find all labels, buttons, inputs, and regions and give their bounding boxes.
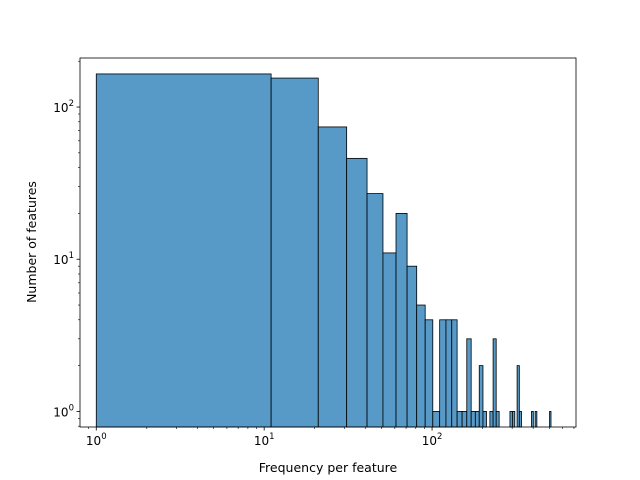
histogram-bar: [461, 411, 468, 428]
tick-label: 101: [254, 432, 275, 448]
histogram-bar: [518, 411, 522, 428]
y-axis-ticks: 100 101 102: [53, 60, 80, 427]
histogram-bar: [95, 73, 272, 428]
histogram-bar: [346, 157, 368, 428]
histogram-bars: [95, 73, 552, 428]
tick-label: 100: [53, 403, 74, 419]
histogram-bar: [395, 213, 408, 428]
histogram-bar: [439, 319, 447, 428]
histogram-bar: [445, 319, 453, 428]
histogram-bar: [512, 411, 516, 428]
histogram-bar: [366, 193, 384, 428]
tick-label: 100: [86, 432, 107, 448]
x-axis-label: Frequency per feature: [259, 460, 398, 475]
histogram-bar: [451, 319, 458, 428]
histogram-bar: [478, 365, 484, 428]
y-axis-label: Number of features: [24, 181, 39, 303]
histogram-bar: [470, 411, 476, 428]
histogram-bar: [456, 411, 463, 428]
histogram-bar: [416, 304, 426, 428]
histogram-bar: [489, 411, 494, 428]
histogram-bar: [549, 411, 552, 428]
x-axis-ticks: 100 101 102: [86, 427, 575, 448]
histogram-bar: [382, 252, 397, 428]
histogram-bar: [495, 411, 500, 428]
tick-label: 101: [53, 251, 74, 267]
plot-frame: [79, 57, 577, 428]
histogram-bar: [474, 411, 480, 428]
histogram-bar: [270, 77, 319, 428]
histogram-bar: [406, 265, 418, 428]
histogram-bar: [482, 411, 487, 428]
histogram-bar: [317, 126, 348, 428]
tick-label: 102: [422, 432, 443, 448]
histogram-bar: [531, 411, 534, 428]
histogram-bar: [424, 319, 434, 428]
histogram-bar: [492, 338, 497, 428]
tick-label: 102: [53, 99, 74, 115]
histogram-bar: [534, 411, 538, 428]
histogram-bar: [432, 411, 441, 428]
histogram-bar: [466, 338, 472, 428]
